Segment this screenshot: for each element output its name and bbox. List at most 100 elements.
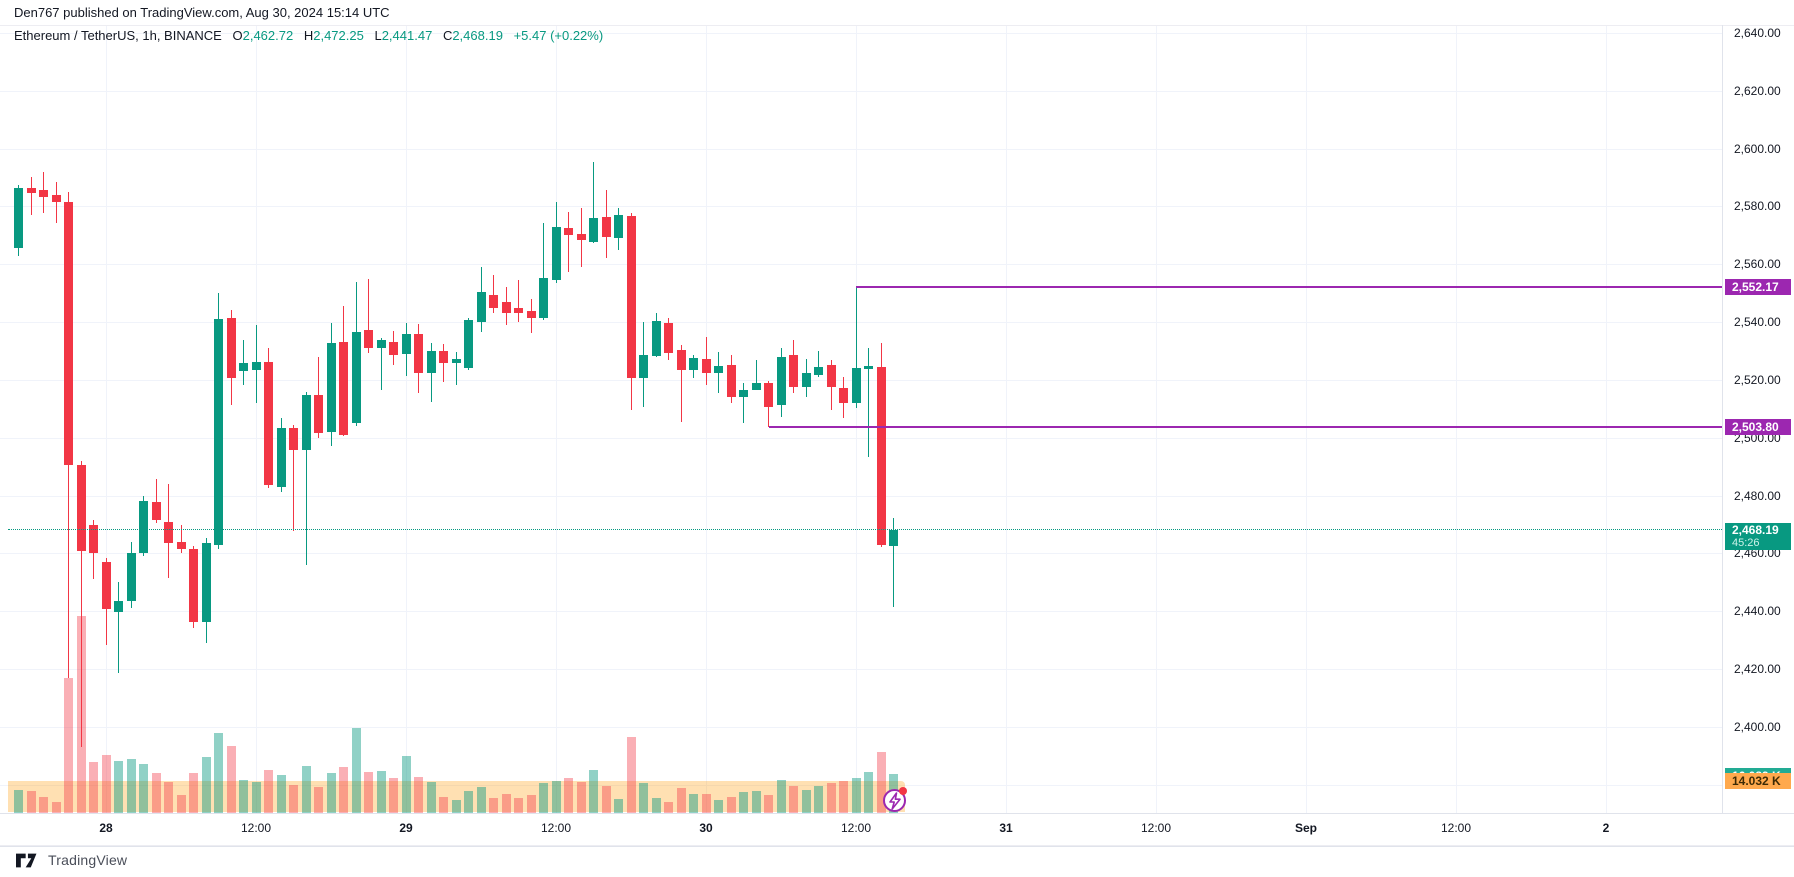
price-tick-label: 2,460.00 — [1734, 546, 1781, 561]
volume-bar — [351, 727, 361, 813]
candle-body — [876, 366, 886, 546]
volume-bar — [151, 772, 161, 813]
volume-bar — [801, 789, 811, 813]
candle-wick — [293, 424, 294, 531]
candle-wick — [118, 582, 119, 673]
grid-line-v — [706, 26, 707, 813]
candle-body — [551, 227, 561, 280]
volume-bar — [164, 781, 173, 813]
candle-body — [864, 365, 873, 369]
volume-bar — [539, 783, 548, 813]
candle-body — [526, 310, 536, 318]
volume-bar — [476, 786, 486, 813]
time-tick-label: 30 — [699, 821, 713, 835]
candle-wick — [55, 181, 57, 223]
grid-line-h — [0, 264, 1722, 266]
volume-bar — [51, 801, 61, 813]
grid-line-h — [0, 726, 1722, 728]
replay-button[interactable] — [883, 787, 907, 812]
candle-body — [489, 294, 498, 308]
current-price-value: 2,468.19 — [1732, 522, 1779, 537]
candle-body — [326, 342, 336, 433]
candle-body — [139, 500, 148, 553]
time-tick-label: 29 — [399, 821, 413, 835]
low-label: L — [374, 28, 382, 43]
candle-body — [301, 395, 311, 450]
candle-body — [439, 351, 448, 363]
volume-bar — [564, 777, 573, 813]
candle-body — [789, 355, 798, 387]
publisher-line: Den767 published on TradingView.com, Aug… — [14, 5, 390, 20]
volume-bar — [864, 772, 873, 813]
grid-line-h — [0, 437, 1722, 439]
candle-wick — [680, 345, 682, 422]
price-level-line-2[interactable] — [768, 425, 1722, 428]
candle-body — [764, 382, 773, 407]
volume-bar — [501, 794, 511, 813]
candle-body — [351, 331, 361, 424]
volume-bar — [601, 785, 611, 813]
candle-body — [701, 359, 711, 374]
time-tick-label: 12:00 — [1140, 821, 1172, 835]
candle-body — [264, 362, 273, 485]
candle-body — [426, 351, 436, 374]
candle-body — [614, 214, 623, 238]
volume-bar — [451, 800, 461, 813]
price-tick-label: 2,560.00 — [1734, 257, 1781, 272]
time-tick-label: 31 — [999, 821, 1013, 835]
candle-body — [64, 201, 73, 465]
price-tick-label: 2,620.00 — [1734, 83, 1781, 98]
plot-area[interactable] — [0, 25, 1722, 813]
volume-bar — [189, 773, 198, 813]
grid-line-h — [0, 669, 1722, 671]
time-tick-label: 12:00 — [1440, 821, 1472, 835]
symbol-title[interactable]: Ethereum / TetherUS, 1h, BINANCE — [14, 28, 222, 43]
candle-wick — [543, 222, 544, 320]
time-axis[interactable]: 28 12:00 29 12:00 30 12:00 31 12:00 Sep 12:00 2 — [0, 813, 1794, 847]
candle-body — [89, 525, 98, 553]
candle-body — [126, 552, 136, 602]
candle-wick — [755, 360, 757, 391]
grid-line-h — [0, 206, 1722, 208]
volume-bar — [414, 776, 423, 813]
tradingview-logo-link[interactable]: TradingView — [16, 850, 127, 870]
candle-body — [589, 218, 598, 243]
price-tick-label: 2,400.00 — [1734, 719, 1781, 734]
volume-bar — [126, 759, 136, 813]
volume-bar — [214, 732, 223, 813]
candle-body — [14, 187, 23, 249]
candle-body — [839, 388, 848, 403]
volume-bar — [426, 781, 436, 813]
candle-wick — [155, 478, 157, 523]
volume-bar — [664, 801, 673, 813]
candle-body — [176, 542, 186, 550]
price-axis[interactable]: 2,552.17 2,503.80 2,468.19 45:26 16.089 … — [1722, 25, 1794, 813]
candle-body — [289, 427, 298, 450]
brand-name: TradingView — [48, 852, 128, 868]
candle-body — [651, 320, 661, 356]
time-tick-label: 12:00 — [540, 821, 572, 835]
grid-line-v — [1606, 26, 1607, 813]
candle-body — [639, 355, 648, 378]
candle-body — [101, 561, 111, 609]
time-tick-label: Sep — [1294, 821, 1318, 835]
volume-bar — [201, 756, 211, 813]
low-value: 2,441.47 — [381, 28, 433, 43]
volume-bar — [264, 769, 273, 813]
candle-body — [214, 318, 223, 546]
lightning-icon — [889, 792, 901, 810]
candle-body — [814, 366, 823, 376]
candle-body — [314, 395, 323, 433]
volume-bar — [226, 745, 236, 813]
volume-bar — [176, 794, 186, 813]
volume-bar — [101, 755, 111, 813]
volume-bar — [514, 797, 523, 813]
candle-body — [239, 362, 248, 371]
candle-body — [851, 367, 861, 403]
volume-ma-badge: 14.032 K — [1725, 773, 1791, 790]
candle-body — [451, 358, 461, 363]
high-label: H — [303, 28, 314, 43]
price-level-line-1[interactable] — [856, 285, 1722, 288]
level-price-badge-2: 2,503.80 — [1725, 418, 1791, 435]
